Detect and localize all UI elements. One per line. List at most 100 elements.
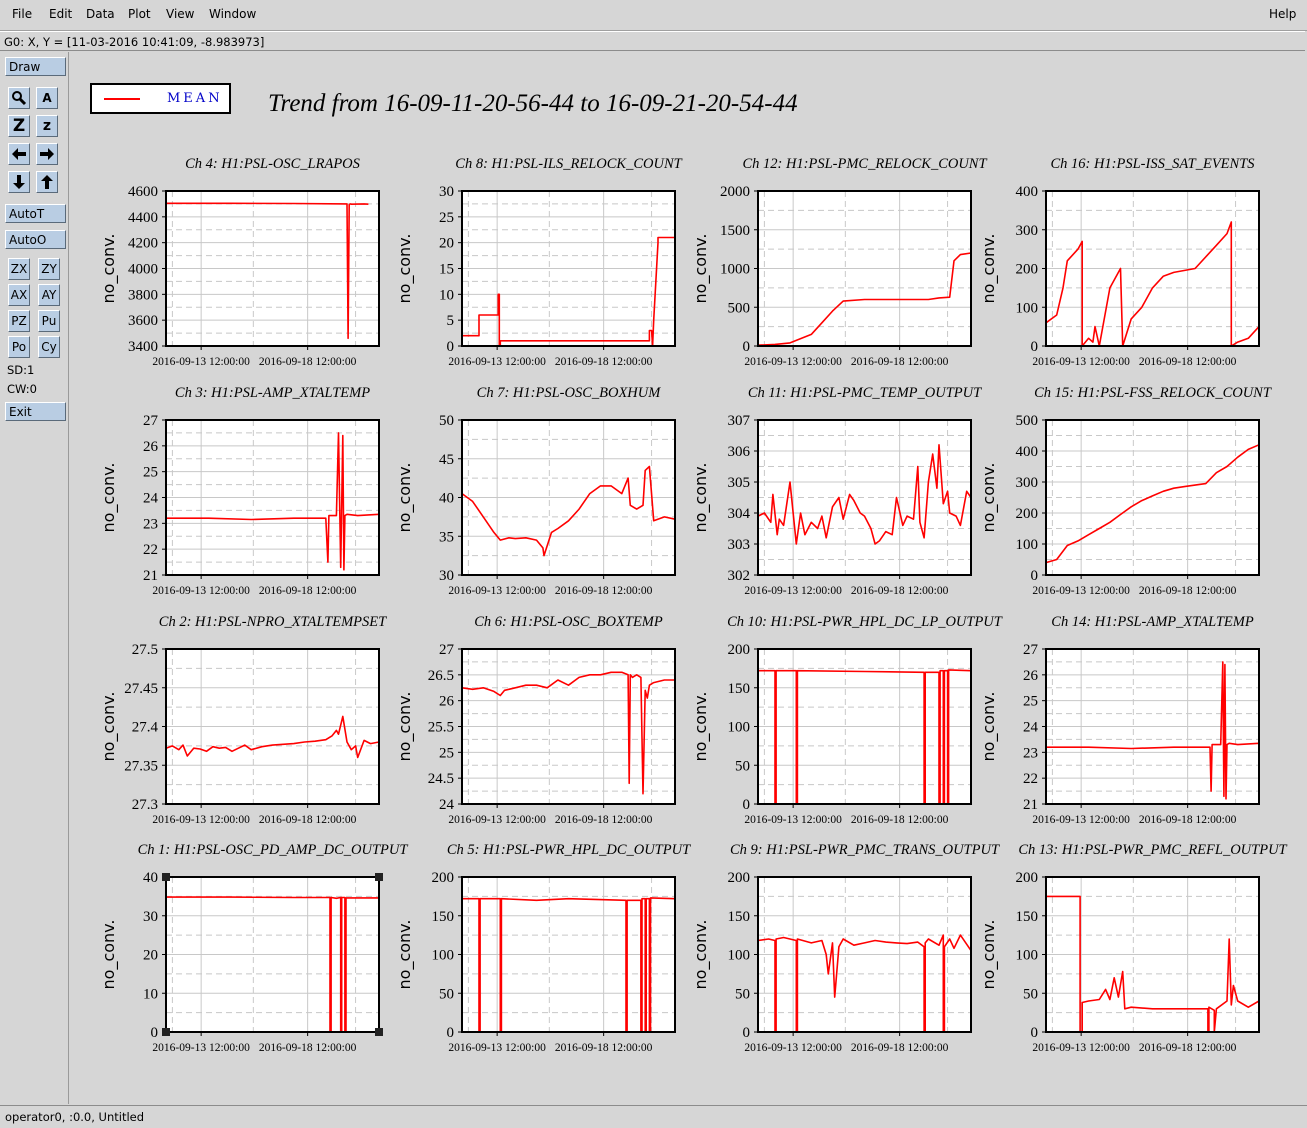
y-tick-label: 5 bbox=[447, 313, 455, 329]
chart-panel[interactable]: 0 5 10 15 20 25 30 2016-09-13 12:00:00 2016-09-1… bbox=[395, 156, 683, 368]
chart-panel[interactable]: 21 22 23 24 25 26 27 2016-09-13 12:00:00 2016-09… bbox=[99, 385, 380, 597]
y-tick-label: 22 bbox=[1023, 771, 1038, 787]
zoom-large-button[interactable]: Z bbox=[8, 115, 30, 137]
pan-right-button[interactable] bbox=[36, 143, 58, 165]
x-tick-label: 2016-09-13 12:00:00 bbox=[152, 1042, 250, 1054]
exit-button[interactable]: Exit bbox=[5, 402, 66, 421]
autot-button[interactable]: AutoT bbox=[5, 204, 66, 223]
po-button[interactable]: Po bbox=[8, 336, 30, 358]
chart-panel[interactable]: 0 10 20 30 40 2016-09-13 12:00:00 2016-09-18 1… bbox=[99, 842, 408, 1054]
y-tick-label: 24 bbox=[439, 797, 455, 813]
bottom-status-bar: operator0, :0.0, Untitled bbox=[0, 1105, 1307, 1128]
ay-button[interactable]: AY bbox=[38, 284, 60, 306]
zx-button[interactable]: ZX bbox=[8, 258, 30, 280]
draw-button[interactable]: Draw bbox=[5, 57, 66, 76]
menu-window[interactable]: Window bbox=[209, 7, 257, 21]
y-tick-label: 100 bbox=[1016, 537, 1039, 553]
y-axis-label: no_conv. bbox=[979, 692, 999, 762]
chart-panel[interactable]: 24 24.5 25 25.5 26 26.5 27 2016-09-13 12:00:00 2… bbox=[395, 614, 676, 826]
x-tick-label: 2016-09-13 12:00:00 bbox=[1032, 356, 1130, 368]
chart-title: Ch 8: H1:PSL-ILS_RELOCK_COUNT bbox=[455, 156, 682, 172]
y-tick-label: 24 bbox=[1023, 720, 1039, 736]
y-axis-label: no_conv. bbox=[691, 234, 711, 304]
selection-handle[interactable] bbox=[375, 873, 383, 881]
series-line bbox=[462, 236, 675, 347]
plot-frame bbox=[1045, 419, 1260, 576]
series-line bbox=[758, 669, 972, 805]
plot-frame bbox=[165, 648, 380, 805]
series-line bbox=[757, 252, 972, 346]
y-tick-label: 3400 bbox=[128, 339, 158, 355]
chart-title: Ch 1: H1:PSL-OSC_PD_AMP_DC_OUTPUT bbox=[138, 842, 409, 858]
menu-help[interactable]: Help bbox=[1269, 7, 1297, 21]
series-line bbox=[1046, 895, 1260, 1033]
y-tick-label: 200 bbox=[728, 870, 751, 886]
selection-handle[interactable] bbox=[162, 873, 170, 881]
zy-button[interactable]: ZY bbox=[38, 258, 60, 280]
y-tick-label: 100 bbox=[1016, 948, 1039, 964]
cy-button[interactable]: Cy bbox=[38, 336, 60, 358]
chart-panel[interactable]: 0 100 200 300 400 500 2016-09-13 12:00:00 2016-… bbox=[979, 385, 1272, 597]
series-line bbox=[1046, 661, 1260, 800]
menu-view[interactable]: View bbox=[166, 7, 195, 21]
chart-title: Ch 16: H1:PSL-ISS_SAT_EVENTS bbox=[1050, 156, 1255, 172]
y-axis-label: no_conv. bbox=[395, 463, 415, 533]
chart-panel[interactable]: 30 35 40 45 50 2016-09-13 12:00:00 2016-09-18 … bbox=[395, 385, 676, 597]
y-tick-label: 500 bbox=[1016, 413, 1039, 429]
y-tick-label: 150 bbox=[1016, 909, 1039, 925]
selection-handle[interactable] bbox=[375, 1028, 383, 1036]
ax-button[interactable]: AX bbox=[8, 284, 30, 306]
x-tick-label: 2016-09-13 12:00:00 bbox=[744, 356, 842, 368]
x-tick-label: 2016-09-18 12:00:00 bbox=[851, 585, 949, 597]
y-axis-label: no_conv. bbox=[691, 463, 711, 533]
text-tool-icon: A bbox=[42, 91, 52, 105]
chart-panel[interactable]: 0 50 100 150 200 2016-09-13 12:00:00 2016-09-1… bbox=[691, 842, 1000, 1054]
pan-up-button[interactable] bbox=[36, 171, 58, 193]
y-axis-label: no_conv. bbox=[395, 920, 415, 990]
y-tick-label: 0 bbox=[1031, 568, 1039, 584]
menu-edit[interactable]: Edit bbox=[49, 7, 73, 21]
y-axis-label: no_conv. bbox=[691, 692, 711, 762]
zoom-small-button[interactable]: z bbox=[36, 115, 58, 137]
plot-frame bbox=[461, 876, 676, 1033]
y-axis-label: no_conv. bbox=[395, 692, 415, 762]
chart-panel[interactable]: 0 50 100 150 200 2016-09-13 12:00:00 2016-09-1… bbox=[395, 842, 691, 1054]
y-tick-label: 30 bbox=[439, 184, 454, 200]
y-tick-label: 25 bbox=[439, 210, 454, 226]
chart-panel[interactable]: 21 22 23 24 25 26 27 2016-09-13 12:00:00 2016-09… bbox=[979, 614, 1260, 826]
x-tick-label: 2016-09-18 12:00:00 bbox=[1139, 814, 1237, 826]
pz-button[interactable]: PZ bbox=[8, 310, 30, 332]
y-tick-label: 35 bbox=[439, 529, 454, 545]
chart-panel[interactable]: 302 303 304 305 306 307 2016-09-13 12:00:00 201… bbox=[691, 385, 982, 597]
menu-plot[interactable]: Plot bbox=[128, 7, 151, 21]
x-tick-label: 2016-09-13 12:00:00 bbox=[1032, 585, 1130, 597]
x-tick-label: 2016-09-13 12:00:00 bbox=[152, 356, 250, 368]
chart-panel[interactable]: 0 100 200 300 400 2016-09-13 12:00:00 2016-09-… bbox=[979, 156, 1260, 368]
chart-panel[interactable]: 0 500 1000 1500 2000 2016-09-13 12:00:00 2016-… bbox=[691, 156, 987, 368]
autoo-button[interactable]: AutoO bbox=[5, 230, 66, 249]
x-tick-label: 2016-09-18 12:00:00 bbox=[555, 814, 653, 826]
y-axis-label: no_conv. bbox=[395, 234, 415, 304]
pan-down-button[interactable] bbox=[8, 171, 30, 193]
y-axis-label: no_conv. bbox=[979, 920, 999, 990]
chart-title: Ch 3: H1:PSL-AMP_XTALTEMP bbox=[175, 385, 370, 401]
selection-handle[interactable] bbox=[162, 1028, 170, 1036]
chart-panel[interactable]: 0 50 100 150 200 2016-09-13 12:00:00 2016-09-1… bbox=[979, 842, 1288, 1054]
plot-frame bbox=[461, 648, 676, 805]
x-tick-label: 2016-09-18 12:00:00 bbox=[555, 356, 653, 368]
menu-data[interactable]: Data bbox=[86, 7, 115, 21]
chart-panel[interactable]: 3400 3600 3800 4000 4200 4400 4600 2016-09-13 1… bbox=[99, 156, 380, 368]
menu-file[interactable]: File bbox=[12, 7, 33, 21]
menu-bar: File Edit Data Plot View Window Help bbox=[0, 0, 1307, 31]
series-line bbox=[166, 202, 369, 340]
y-tick-label: 27.3 bbox=[132, 797, 158, 813]
y-tick-label: 200 bbox=[1016, 262, 1039, 278]
chart-panel[interactable]: 27.3 27.35 27.4 27.45 27.5 2016-09-13 12:00:0… bbox=[99, 614, 387, 826]
pointer-tool-button[interactable] bbox=[8, 87, 30, 109]
chart-panel[interactable]: 0 50 100 150 200 2016-09-13 12:00:00 2016-09-1… bbox=[691, 614, 1003, 826]
pan-left-button[interactable] bbox=[8, 143, 30, 165]
text-tool-button[interactable]: A bbox=[36, 87, 58, 109]
pu-button[interactable]: Pu bbox=[38, 310, 60, 332]
y-tick-label: 300 bbox=[1016, 223, 1039, 239]
y-tick-label: 24 bbox=[143, 491, 159, 507]
